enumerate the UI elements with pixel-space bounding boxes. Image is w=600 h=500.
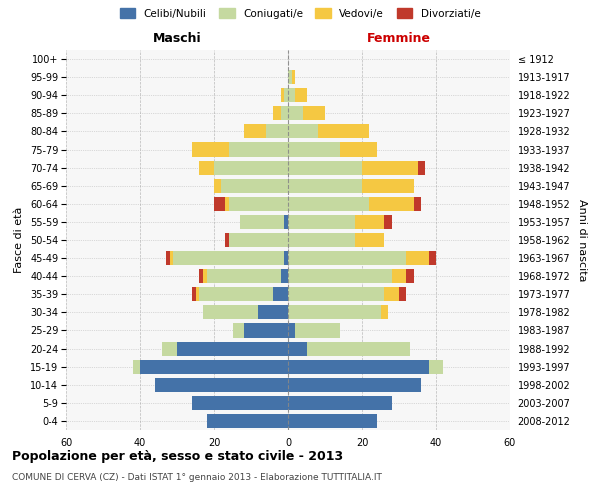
Bar (173, 251, 284, 265)
Bar (281, 106, 288, 120)
Bar (284, 215, 288, 229)
Bar (288, 251, 406, 265)
Bar (288, 124, 317, 138)
Bar (229, 142, 288, 156)
Bar (199, 287, 273, 302)
Bar (288, 142, 340, 156)
Bar (317, 124, 370, 138)
Bar (199, 269, 203, 283)
Bar (392, 269, 406, 283)
Bar (399, 287, 406, 302)
Bar (281, 269, 288, 283)
Bar (155, 378, 288, 392)
Bar (284, 88, 288, 102)
Bar (380, 306, 388, 320)
Y-axis label: Fasce di età: Fasce di età (14, 207, 25, 273)
Bar (196, 287, 199, 302)
Bar (370, 197, 414, 211)
Bar (206, 269, 281, 283)
Y-axis label: Anni di nascita: Anni di nascita (577, 198, 587, 281)
Bar (288, 306, 380, 320)
Bar (140, 360, 288, 374)
Bar (292, 70, 295, 84)
Bar (288, 197, 370, 211)
Bar (288, 269, 392, 283)
Bar (288, 324, 295, 338)
Bar (288, 215, 355, 229)
Bar (295, 324, 340, 338)
Bar (355, 215, 384, 229)
Bar (162, 342, 177, 355)
Bar (133, 360, 140, 374)
Bar (406, 269, 414, 283)
Bar (199, 160, 214, 174)
Text: COMUNE DI CERVA (CZ) - Dati ISTAT 1° gennaio 2013 - Elaborazione TUTTITALIA.IT: COMUNE DI CERVA (CZ) - Dati ISTAT 1° gen… (12, 472, 382, 482)
Bar (206, 414, 288, 428)
Bar (229, 197, 288, 211)
Bar (307, 342, 410, 355)
Bar (384, 215, 392, 229)
Bar (303, 106, 325, 120)
Bar (362, 178, 414, 193)
Bar (214, 178, 221, 193)
Bar (295, 88, 307, 102)
Bar (244, 124, 266, 138)
Bar (273, 106, 281, 120)
Bar (225, 197, 229, 211)
Bar (384, 287, 399, 302)
Bar (166, 251, 170, 265)
Bar (288, 378, 421, 392)
Bar (362, 160, 418, 174)
Bar (266, 124, 288, 138)
Bar (288, 360, 428, 374)
Bar (418, 160, 425, 174)
Bar (192, 142, 229, 156)
Bar (273, 287, 288, 302)
Bar (203, 306, 259, 320)
Text: Femmine: Femmine (367, 32, 431, 44)
Text: Popolazione per età, sesso e stato civile - 2013: Popolazione per età, sesso e stato civil… (12, 450, 343, 463)
Bar (288, 396, 392, 410)
Bar (244, 324, 288, 338)
Bar (203, 269, 206, 283)
Bar (414, 197, 421, 211)
Legend: Celibi/Nubili, Coniugati/e, Vedovi/e, Divorziati/e: Celibi/Nubili, Coniugati/e, Vedovi/e, Di… (116, 5, 484, 21)
Bar (288, 233, 355, 247)
Bar (288, 178, 362, 193)
Bar (221, 178, 288, 193)
Bar (288, 70, 292, 84)
Bar (240, 215, 284, 229)
Bar (229, 233, 288, 247)
Bar (192, 287, 196, 302)
Bar (214, 160, 288, 174)
Bar (170, 251, 173, 265)
Bar (288, 342, 307, 355)
Bar (214, 197, 225, 211)
Bar (428, 360, 443, 374)
Text: Maschi: Maschi (152, 32, 202, 44)
Bar (281, 88, 284, 102)
Bar (225, 233, 229, 247)
Bar (284, 251, 288, 265)
Bar (259, 306, 288, 320)
Bar (288, 88, 295, 102)
Bar (233, 324, 244, 338)
Bar (288, 287, 384, 302)
Bar (406, 251, 428, 265)
Bar (355, 233, 384, 247)
Bar (192, 396, 288, 410)
Bar (340, 142, 377, 156)
Bar (288, 106, 303, 120)
Bar (177, 342, 288, 355)
Bar (288, 414, 377, 428)
Bar (288, 160, 362, 174)
Bar (428, 251, 436, 265)
